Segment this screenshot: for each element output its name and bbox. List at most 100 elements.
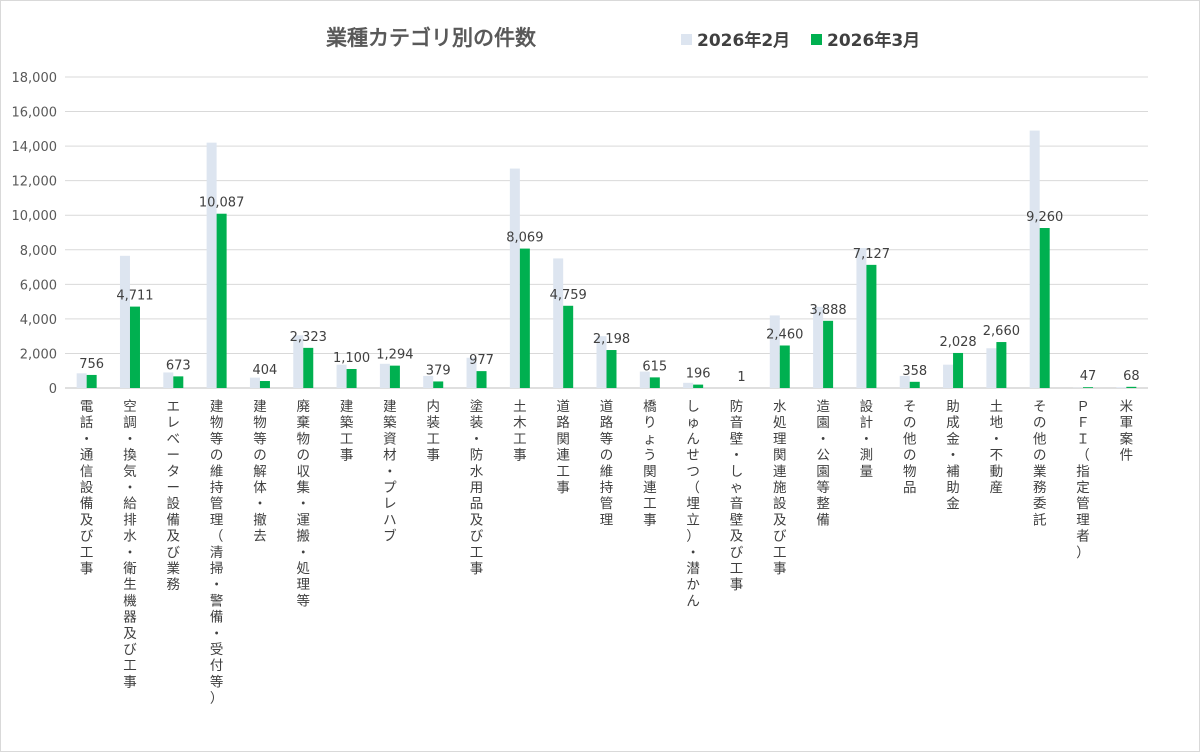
x-category-char: 通 (80, 448, 94, 464)
bar-feb (986, 348, 996, 388)
x-category-char: 事 (730, 577, 744, 593)
x-category-char: 園 (816, 464, 830, 480)
bar-feb (510, 169, 520, 388)
bar-feb (1030, 131, 1040, 388)
x-category-char: 物 (253, 415, 267, 431)
x-category-char: （ (1076, 448, 1090, 464)
x-category-char: 等 (210, 430, 224, 447)
data-label: 8,069 (506, 231, 543, 246)
x-category-char: の (600, 448, 614, 464)
x-category-label: 土地・不動産 (990, 399, 1004, 496)
data-label: 1,100 (333, 351, 370, 366)
x-category-char: 防 (730, 399, 744, 415)
x-category-char: 造 (816, 399, 830, 415)
x-category-char: 調 (123, 415, 137, 431)
x-category-char: ょ (643, 431, 657, 447)
x-category-char: の (1033, 415, 1047, 431)
x-category-char: 業 (1033, 464, 1047, 480)
x-category-char: 等 (600, 430, 614, 447)
x-category-char: ー (167, 480, 181, 496)
data-label: 756 (79, 357, 104, 372)
bar-feb (163, 372, 173, 388)
x-category-char: ・ (470, 431, 484, 447)
x-category-char: 工 (513, 431, 527, 447)
x-category-char: 品 (903, 480, 917, 496)
x-category-char: 排 (123, 512, 137, 528)
x-category-char: 用 (470, 480, 484, 496)
x-category-char: つ (686, 464, 700, 480)
x-category-char: 及 (80, 512, 94, 528)
x-category-char: 物 (297, 431, 311, 447)
bar-mar (303, 348, 313, 388)
bar-mar (130, 307, 140, 388)
x-category-char: 工 (80, 545, 94, 561)
x-category-char: レ (167, 415, 181, 431)
y-tick-label: 14,000 (12, 140, 58, 155)
x-category-char: ） (210, 691, 224, 707)
x-category-char: び (470, 529, 484, 545)
bar-mar (866, 265, 876, 388)
x-category-char: 事 (773, 561, 787, 577)
x-category-char: 管 (600, 496, 614, 512)
x-category-char: 及 (470, 512, 484, 528)
x-category-char: ・ (80, 431, 94, 447)
x-category-char: り (643, 415, 657, 431)
chart-title: 業種カテゴリ別の件数 (326, 26, 537, 50)
data-label: 615 (642, 359, 667, 374)
x-category-char: し (686, 399, 700, 415)
x-category-char: 工 (773, 545, 787, 561)
x-category-char: 動 (990, 464, 1004, 480)
x-category-char: 木 (513, 415, 527, 431)
x-category-char: 築 (340, 415, 354, 431)
x-category-char: 軍 (1120, 415, 1134, 431)
x-category-char: 物 (903, 464, 917, 480)
x-category-char: 生 (123, 577, 137, 593)
x-category-char: 埋 (686, 496, 700, 512)
data-label: 1 (737, 370, 745, 385)
x-category-char: 設 (860, 399, 874, 415)
x-category-char: 持 (210, 480, 224, 496)
x-category-char: 産 (990, 480, 1004, 496)
data-label: 404 (253, 363, 278, 378)
x-category-char: び (167, 545, 181, 561)
x-category-char: ・ (253, 496, 267, 512)
x-category-char: 工 (643, 496, 657, 512)
data-label: 2,198 (593, 332, 630, 347)
x-category-char: 事 (556, 480, 570, 496)
x-category-char: 測 (860, 448, 874, 464)
x-category-char: 案 (1120, 430, 1134, 447)
x-category-char: 水 (470, 464, 484, 480)
x-category-char: 定 (1076, 480, 1090, 496)
bar-mar (693, 385, 703, 388)
x-category-char: 連 (773, 464, 787, 480)
bars (77, 131, 1137, 388)
bar-mar (650, 377, 660, 388)
x-category-char: ・ (297, 496, 311, 512)
bar-mar (260, 381, 270, 388)
x-category-char: 務 (1033, 480, 1047, 496)
x-category-char: 他 (1033, 431, 1047, 447)
x-category-char: び (730, 545, 744, 561)
legend-swatch-mar (811, 34, 822, 45)
bar-feb (943, 365, 953, 388)
bar-feb (856, 248, 866, 388)
x-category-char: 不 (990, 448, 1004, 464)
bar-mar (780, 345, 790, 388)
x-category-char: 建 (383, 399, 397, 415)
x-category-char: 工 (470, 545, 484, 561)
data-label: 3,888 (809, 303, 846, 318)
x-category-char: ん (686, 431, 700, 447)
x-category-char: 事 (80, 561, 94, 577)
bar-mar (173, 376, 183, 388)
data-label: 7,127 (853, 247, 890, 262)
x-category-char: 工 (556, 464, 570, 480)
